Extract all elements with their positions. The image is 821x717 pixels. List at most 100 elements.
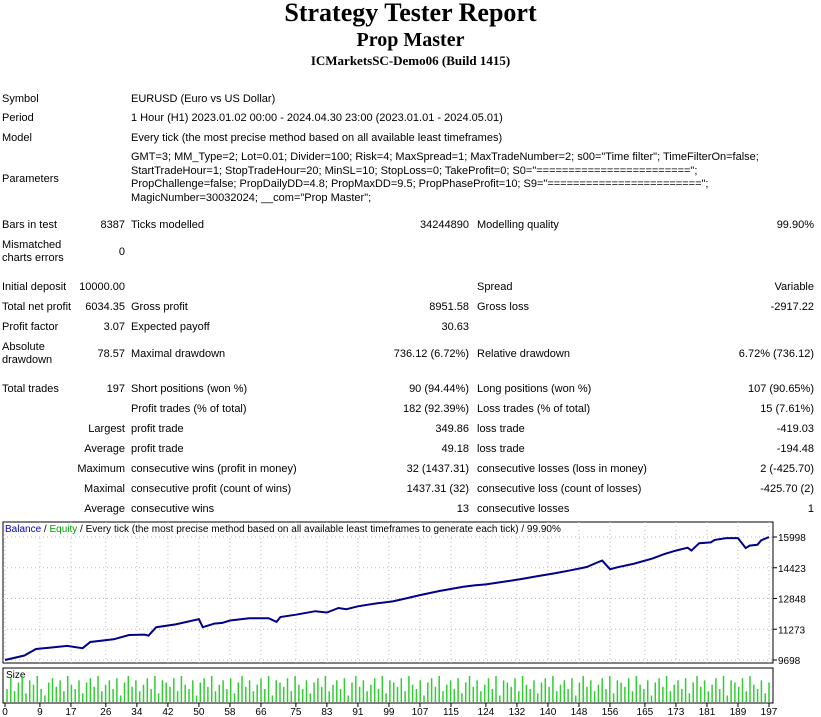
max-consecutive-losses-value: 2 (-425.70) xyxy=(760,463,814,475)
symbol-value: EURUSD (Euro vs US Dollar) xyxy=(131,93,276,105)
deposit-label: Initial deposit xyxy=(2,281,67,293)
x-tick-label: 66 xyxy=(255,707,267,717)
max-consecutive-losses-label: consecutive losses (loss in money) xyxy=(477,463,647,475)
largest-loss-label: loss trade xyxy=(477,423,525,435)
x-tick-label: 9 xyxy=(37,707,43,717)
balance-line xyxy=(4,536,770,661)
short-positions-label: Short positions (won %) xyxy=(131,383,248,395)
maximal-drawdown-value: 736.12 (6.72%) xyxy=(393,348,469,360)
x-tick-label: 148 xyxy=(571,707,588,717)
x-tick-label: 0 xyxy=(2,707,8,717)
average-consecutive-wins-label: consecutive wins xyxy=(131,503,215,515)
chart-plot-frame xyxy=(2,521,774,664)
max-consecutive-wins-label: consecutive wins (profit in money) xyxy=(131,463,297,475)
absolute-drawdown-label-2: drawdown xyxy=(2,354,53,366)
spread-value: Variable xyxy=(774,281,814,293)
average-label: Average xyxy=(84,443,125,455)
mismatch-value: 0 xyxy=(118,246,125,258)
size-label: Size xyxy=(6,670,26,681)
y-tick-label: 9698 xyxy=(778,656,801,667)
expert-name: Prop Master xyxy=(356,29,465,51)
maximal-drawdown-label: Maximal drawdown xyxy=(131,348,226,360)
parameters-line: PropChallenge=false; PropDailyDD=4.8; Pr… xyxy=(131,178,709,191)
legend-equity: Equity xyxy=(49,524,78,535)
x-tick-label: 83 xyxy=(321,707,333,717)
max-consecutive-wins-value: 32 (1437.31) xyxy=(406,463,469,475)
x-tick-label: 197 xyxy=(761,707,778,717)
profit-factor-label: Profit factor xyxy=(2,321,59,333)
total-trades-label: Total trades xyxy=(2,383,59,395)
x-tick-label: 17 xyxy=(65,707,77,717)
largest-label: Largest xyxy=(88,423,125,435)
legend-description: / Every tick (the most precise method ba… xyxy=(77,524,561,535)
largest-loss-value: -419.03 xyxy=(776,423,814,435)
legend-balance: Balance xyxy=(5,524,42,535)
x-tick-label: 115 xyxy=(443,707,459,717)
x-tick-label: 99 xyxy=(383,707,395,717)
average-consecutive-losses-value: 1 xyxy=(807,503,814,515)
profit-trades-value: 182 (92.39%) xyxy=(402,403,469,415)
average-profit-label: profit trade xyxy=(131,443,184,455)
maximal-consecutive-profit-value: 1437.31 (32) xyxy=(406,483,469,495)
y-tick-label: 11273 xyxy=(778,625,806,636)
x-tick-label: 140 xyxy=(540,707,557,717)
x-tick-label: 42 xyxy=(162,707,174,717)
x-tick-label: 34 xyxy=(131,707,143,717)
parameters-value: GMT=3; MM_Type=2; Lot=0.01; Divider=100;… xyxy=(131,151,759,205)
y-tick-label: 15998 xyxy=(778,533,806,544)
quality-value: 99.90% xyxy=(776,219,814,231)
expected-payoff-value: 30.63 xyxy=(441,321,469,333)
legend-separator: / xyxy=(41,524,50,535)
x-tick-label: 181 xyxy=(699,707,716,717)
size-panel-frame xyxy=(2,667,774,704)
server-build: ICMarketsSC-Demo06 (Build 1415) xyxy=(310,53,511,68)
absolute-drawdown-label: Absolute xyxy=(2,341,45,353)
y-tick-label: 12848 xyxy=(778,595,806,606)
model-label: Model xyxy=(2,132,32,144)
x-tick-label: 26 xyxy=(100,707,112,717)
mismatch-label-2: charts errors xyxy=(2,252,64,264)
maximal-consecutive-profit-label: consecutive profit (count of wins) xyxy=(131,483,292,495)
x-tick-label: 75 xyxy=(290,707,302,717)
report-title: Strategy Tester Report xyxy=(284,0,537,27)
quality-label: Modelling quality xyxy=(477,219,559,231)
deposit-value: 10000.00 xyxy=(79,281,125,293)
loss-trades-label: Loss trades (% of total) xyxy=(477,403,591,415)
x-tick-label: 132 xyxy=(509,707,526,717)
short-positions-value: 90 (94.44%) xyxy=(409,383,469,395)
size-bars xyxy=(6,676,770,702)
average-profit-value: 49.18 xyxy=(441,443,469,455)
gross-profit-value: 8951.58 xyxy=(429,301,469,313)
gross-profit-label: Gross profit xyxy=(131,301,188,313)
maximal-consecutive-loss-value: -425.70 (2) xyxy=(760,483,814,495)
x-tick-label: 156 xyxy=(602,707,619,717)
profit-factor-value: 3.07 xyxy=(103,321,125,333)
ticks-value: 34244890 xyxy=(420,219,469,231)
mismatch-label: Mismatched xyxy=(2,239,62,251)
net-profit-value: 6034.35 xyxy=(85,301,125,313)
model-value: Every tick (the most precise method base… xyxy=(131,132,503,144)
largest-profit-value: 349.86 xyxy=(435,423,469,435)
balance-chart: 15998 14423 12848 11273 9698 Size 0 9 17 26 34 42… xyxy=(2,521,806,717)
maximal-consecutive-loss-label: consecutive loss (count of losses) xyxy=(477,483,642,495)
maximal-label: Maximal xyxy=(84,483,125,495)
bars-label: Bars in test xyxy=(2,219,58,231)
ticks-label: Ticks modelled xyxy=(131,219,204,231)
average-consecutive-label: Average xyxy=(84,503,125,515)
net-profit-label: Total net profit xyxy=(2,301,72,313)
long-positions-value: 107 (90.65%) xyxy=(747,383,814,395)
x-tick-label: 173 xyxy=(668,707,685,717)
x-axis-ticks: 0 9 17 26 34 42 50 58 66 75 83 91 99 107 115 124 132 140 1… xyxy=(2,703,778,717)
total-trades-value: 197 xyxy=(106,383,125,395)
chart-legend: Balance / Equity / Every tick (the most … xyxy=(5,524,563,535)
chart-grid xyxy=(3,522,773,663)
relative-drawdown-value: 6.72% (736.12) xyxy=(738,348,814,360)
parameters-label: Parameters xyxy=(2,173,59,185)
average-consecutive-wins-value: 13 xyxy=(456,503,469,515)
parameters-line: MagicNumber=30032024; __com="Prop Master… xyxy=(131,191,372,204)
maximum-label: Maximum xyxy=(77,463,125,475)
symbol-label: Symbol xyxy=(2,93,39,105)
y-axis-ticks: 15998 14423 12848 11273 9698 xyxy=(773,533,806,667)
largest-profit-label: profit trade xyxy=(131,423,184,435)
average-consecutive-losses-label: consecutive losses xyxy=(477,503,570,515)
